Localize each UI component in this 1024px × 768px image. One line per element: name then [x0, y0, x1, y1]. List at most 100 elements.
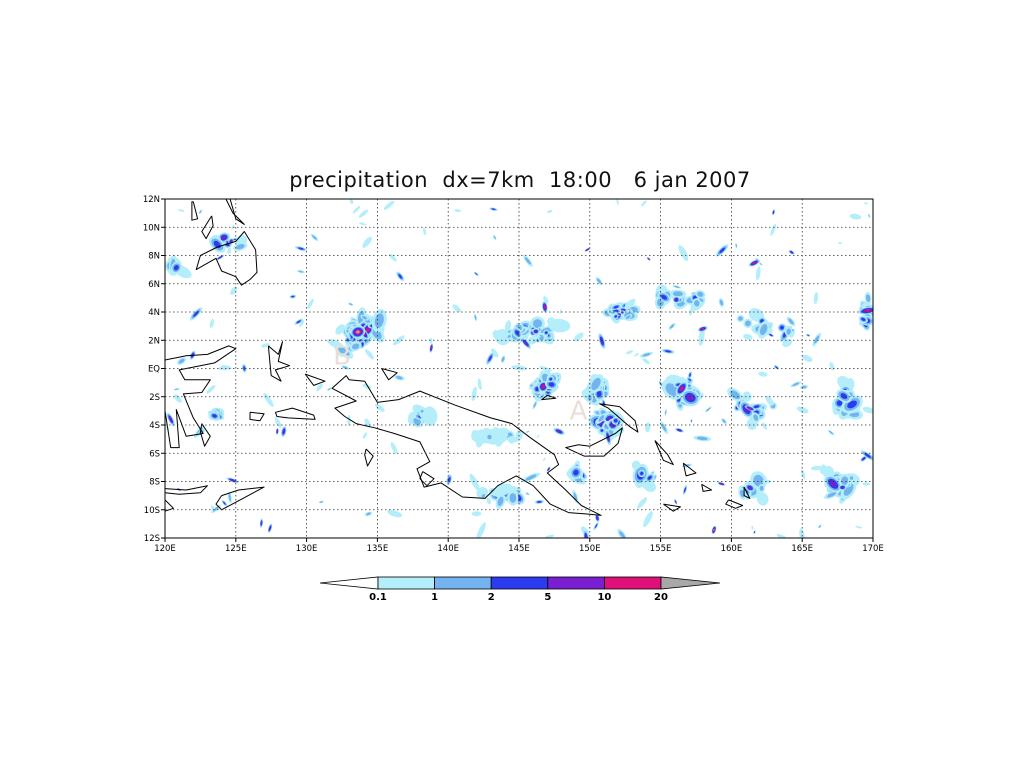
rain-cell	[497, 496, 504, 507]
rain-cell	[719, 299, 724, 306]
rain-cell	[762, 479, 772, 484]
rain-cell	[430, 346, 432, 350]
rain-cell	[481, 494, 486, 498]
rain-cell	[640, 471, 644, 476]
rain-cell	[230, 479, 235, 482]
rain-cell	[613, 309, 619, 312]
rain-cell	[532, 319, 543, 329]
rain-cell	[748, 407, 752, 410]
map-annotation-label: A	[570, 396, 588, 426]
rain-cell	[801, 354, 813, 362]
rain-cell	[526, 492, 529, 495]
coastline	[419, 471, 435, 487]
rain-cell	[840, 377, 850, 384]
longitude-tick-label: 120E	[154, 544, 176, 554]
rain-cell	[429, 337, 433, 344]
rain-cell	[752, 261, 756, 265]
rain-cell	[531, 334, 541, 338]
coastline	[225, 199, 245, 225]
map-annotation-label: B	[333, 341, 351, 371]
latitude-tick-label: 4S	[149, 421, 160, 431]
rain-cell	[474, 315, 477, 320]
coastline	[725, 499, 744, 509]
rain-cell	[298, 270, 304, 273]
rain-cell	[231, 225, 235, 230]
rain-cell	[753, 414, 759, 421]
rain-cell	[865, 294, 871, 303]
coastline	[195, 231, 258, 286]
latitude-tick-label: 2N	[148, 336, 160, 346]
rain-cell	[296, 320, 301, 324]
coastline	[201, 215, 214, 240]
rain-cell	[526, 431, 529, 433]
colorbar-upper-triangle	[660, 576, 721, 590]
rain-cell	[868, 214, 870, 218]
longitude-tick-label: 160E	[721, 544, 743, 554]
rain-cell	[422, 227, 427, 236]
longitude-tick-label: 165E	[791, 544, 813, 554]
longitude-tick-label: 140E	[437, 544, 459, 554]
coastline	[682, 462, 697, 477]
rain-cell	[665, 410, 667, 415]
rain-cell	[855, 525, 863, 529]
rain-cell	[210, 504, 215, 511]
latitude-tick-label: 10S	[144, 506, 160, 516]
rain-cell	[523, 341, 528, 346]
rain-cell	[260, 521, 262, 525]
coastline	[191, 201, 199, 221]
coastline	[654, 440, 674, 466]
rain-cell	[362, 432, 368, 439]
latitude-tick-label: 12N	[143, 195, 160, 205]
rain-cell	[688, 378, 691, 381]
rain-cell	[447, 477, 451, 482]
colorbar-segment	[377, 576, 435, 590]
coastline	[304, 373, 326, 386]
coastline	[165, 499, 174, 512]
rain-cell	[209, 318, 215, 328]
rain-cell	[807, 334, 810, 336]
rain-cell	[327, 388, 331, 391]
rain-cell	[770, 223, 777, 236]
rain-cell	[206, 385, 216, 394]
rain-cell	[452, 304, 461, 313]
coastline	[364, 448, 374, 467]
rain-cell	[387, 509, 403, 518]
rain-cell	[751, 525, 754, 530]
latitude-axis: 12N 10N 8N 6N 4N 2N EQ 2S 4S 6S 8S 10S 12S	[143, 195, 165, 544]
rain-cell	[829, 430, 834, 435]
rain-cell	[643, 511, 653, 528]
rain-cell	[664, 350, 672, 353]
rain-cell	[847, 400, 857, 409]
rain-cell	[689, 373, 691, 377]
rain-cell	[543, 305, 546, 309]
rain-cell	[753, 405, 760, 409]
rain-cell	[307, 298, 314, 309]
colorbar-level-label: 20	[654, 592, 668, 603]
rain-cell	[515, 330, 520, 336]
rain-cell	[507, 436, 519, 443]
rain-cell	[680, 386, 684, 391]
rain-cell	[841, 486, 844, 489]
rain-cell	[547, 209, 553, 214]
coastline	[331, 375, 602, 516]
rain-cell	[230, 286, 238, 295]
coastline	[249, 411, 265, 422]
rain-cell	[454, 209, 462, 213]
rain-cell	[613, 305, 619, 309]
rain-cell	[476, 522, 486, 538]
rain-cell	[359, 222, 367, 226]
rain-cell	[782, 338, 793, 348]
rain-cell	[383, 200, 395, 210]
rain-cell	[395, 376, 403, 380]
rain-cell	[177, 209, 185, 212]
rain-cell	[642, 358, 650, 365]
rain-cell	[547, 318, 571, 333]
rain-cell	[349, 303, 353, 306]
rain-cell	[312, 235, 317, 240]
rain-cell	[722, 419, 726, 423]
rain-cell	[544, 331, 548, 335]
rain-cell	[573, 492, 578, 501]
rain-cell	[352, 205, 361, 214]
rain-cell	[672, 291, 683, 297]
